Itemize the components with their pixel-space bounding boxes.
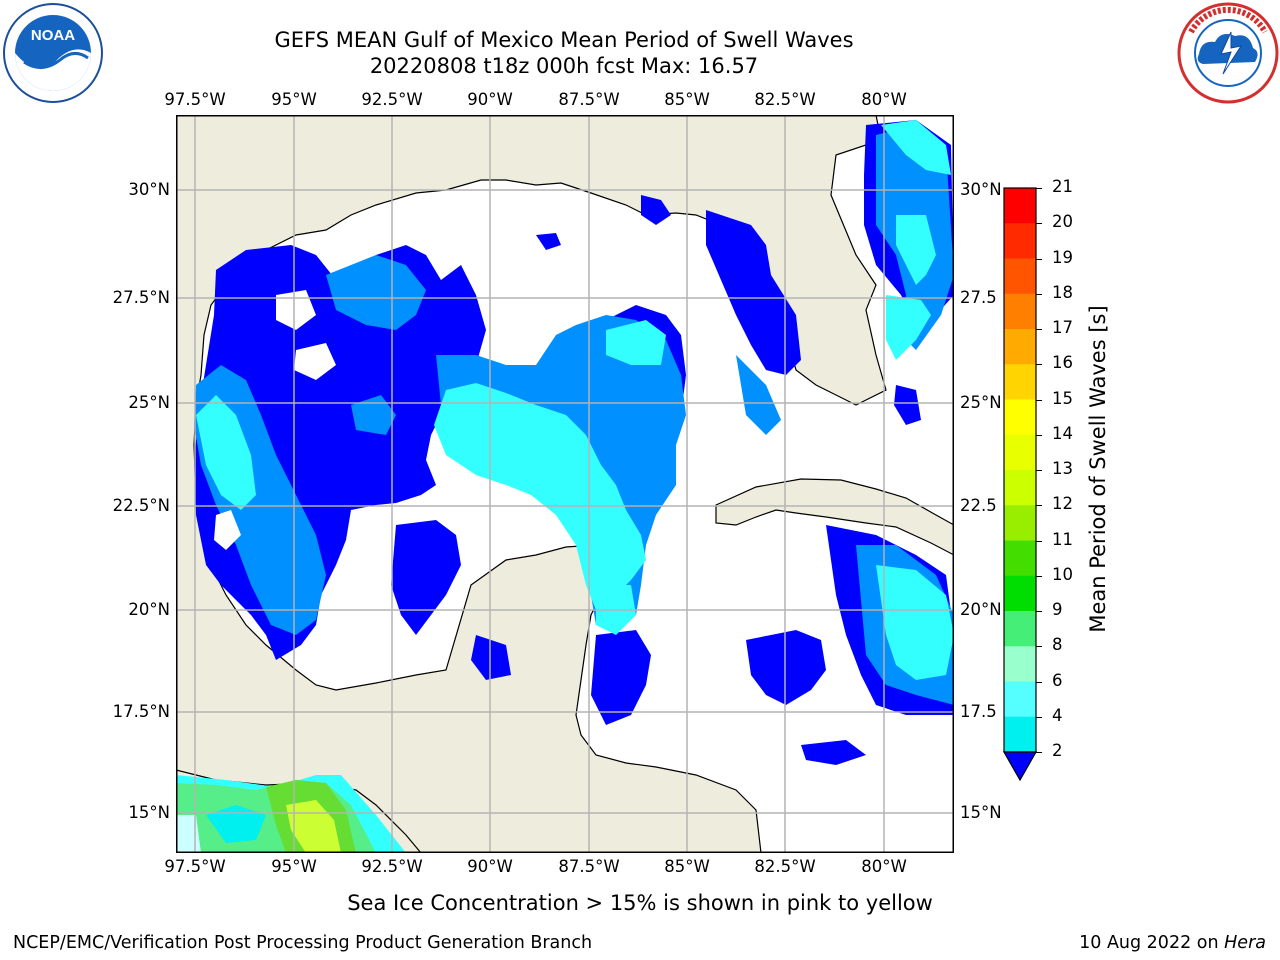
colorbar-tick-label: 20 (1052, 212, 1073, 232)
noaa-logo: NOAA (3, 3, 103, 103)
colorbar-segment (1004, 540, 1036, 577)
colorbar-tick-label: 4 (1052, 705, 1063, 725)
colorbar-label: Mean Period of Swell Waves [s] (1086, 305, 1110, 633)
colorbar-segment (1004, 329, 1036, 365)
colorbar-tick-label: 16 (1052, 353, 1073, 373)
colorbar-tick-label: 6 (1052, 670, 1063, 690)
lat-label-left: 20°N (128, 600, 170, 619)
colorbar-tick-mark (1036, 258, 1042, 260)
colorbar-tick-mark (1036, 505, 1042, 507)
colorbar-segment (1004, 716, 1036, 753)
lon-label-top: 82.5°W (754, 90, 816, 109)
lat-label-left: 22.5°N (112, 496, 170, 515)
colorbar-tick-label: 12 (1052, 494, 1073, 514)
sea-ice-note: Sea Ice Concentration > 15% is shown in … (347, 891, 933, 915)
lat-label-right: 25°N (960, 393, 1002, 412)
colorbar-segment (1004, 258, 1036, 295)
colorbar-segment (1004, 293, 1036, 330)
colorbar-segment (1004, 681, 1036, 718)
lon-label-top: 87.5°W (558, 90, 620, 109)
colorbar-segment (1004, 470, 1036, 506)
lon-label-bottom: 87.5°W (558, 857, 620, 876)
colorbar-tick-mark (1036, 681, 1042, 683)
lat-label-left: 25°N (128, 393, 170, 412)
colorbar-tick-label: 14 (1052, 423, 1073, 443)
colorbar-tick-label: 21 (1052, 177, 1073, 196)
colorbar-tick-mark (1036, 364, 1042, 366)
colorbar-tick-label: 13 (1052, 459, 1073, 478)
lon-label-top: 80°W (861, 90, 907, 109)
lon-label-bottom: 82.5°W (754, 857, 816, 876)
lon-label-top: 85°W (664, 90, 710, 109)
lon-label-top: 92.5°W (361, 90, 423, 109)
lat-label-right: 22.5 (960, 496, 997, 515)
lon-label-bottom: 92.5°W (361, 857, 423, 876)
colorbar-tick-label: 9 (1052, 600, 1063, 619)
colorbar-tick-mark (1036, 293, 1042, 295)
footer-date-text: 10 Aug 2022 on (1079, 933, 1225, 953)
colorbar-tick-mark (1036, 646, 1042, 648)
lon-label-bottom: 95°W (271, 857, 317, 876)
colorbar-segment (1004, 505, 1036, 541)
lat-label-right: 30°N (960, 180, 1002, 199)
lat-label-left: 15°N (128, 803, 170, 822)
colorbar-segment (1004, 575, 1036, 612)
colorbar-tick-label: 2 (1052, 741, 1063, 760)
lon-label-bottom: 85°W (664, 857, 710, 876)
footer-date: 10 Aug 2022 on Hera (1079, 933, 1266, 953)
land-north-america (176, 115, 887, 853)
land-cuba (715, 478, 954, 556)
colorbar (1002, 187, 1038, 782)
map-grid (176, 115, 954, 853)
lon-label-top: 90°W (467, 90, 513, 109)
colorbar-segment (1004, 223, 1036, 259)
swell-field-cyan (196, 120, 954, 680)
colorbar-tick-mark (1036, 575, 1042, 577)
colorbar-segment (1004, 611, 1036, 647)
map-title-line1: GEFS MEAN Gulf of Mexico Mean Period of … (274, 28, 854, 52)
colorbar-tick-mark (1036, 434, 1042, 436)
lon-label-bottom: 80°W (861, 857, 907, 876)
colorbar-tick-label: 11 (1052, 529, 1073, 549)
lon-label-top: 95°W (271, 90, 317, 109)
colorbar-segment (1004, 646, 1036, 682)
colorbar-segment (1004, 188, 1036, 224)
nws-logo (1177, 2, 1279, 104)
map-title-line2: 20220808 t18z 000h fcst Max: 16.57 (369, 54, 759, 78)
footer-credit: NCEP/EMC/Verification Post Processing Pr… (13, 933, 593, 953)
lon-label-top: 97.5°W (164, 90, 226, 109)
colorbar-tick-mark (1036, 188, 1042, 190)
gulf-map (176, 115, 954, 853)
colorbar-tick-mark (1036, 223, 1042, 225)
lat-label-right: 20°N (960, 600, 1002, 619)
noaa-logo-text: NOAA (31, 27, 75, 44)
footer-host: Hera (1224, 933, 1266, 953)
colorbar-tick-mark (1036, 470, 1042, 472)
colorbar-tick-label: 18 (1052, 282, 1073, 302)
swell-field-pacific (176, 775, 406, 853)
lon-label-bottom: 90°W (467, 857, 513, 876)
colorbar-tick-mark (1036, 716, 1042, 718)
colorbar-tick-mark (1036, 540, 1042, 542)
colorbar-tick-mark (1036, 752, 1042, 754)
colorbar-segment (1004, 364, 1036, 400)
lat-label-left: 17.5°N (112, 702, 170, 721)
colorbar-segment (1004, 434, 1036, 471)
colorbar-segment (1004, 399, 1036, 436)
colorbar-tick-label: 10 (1052, 564, 1073, 584)
lon-label-bottom: 97.5°W (164, 857, 226, 876)
colorbar-tick-label: 17 (1052, 318, 1073, 337)
colorbar-tick-mark (1036, 399, 1042, 401)
colorbar-tick-label: 19 (1052, 247, 1073, 267)
colorbar-tick-label: 15 (1052, 388, 1073, 408)
colorbar-tick-mark (1036, 329, 1042, 331)
colorbar-tick-mark (1036, 611, 1042, 613)
lat-label-right: 15°N (960, 803, 1002, 822)
lat-label-right: 27.5 (960, 288, 997, 307)
lat-label-right: 17.5 (960, 702, 997, 721)
colorbar-tick-label: 8 (1052, 635, 1063, 655)
lat-label-left: 27.5°N (112, 288, 170, 307)
lat-label-left: 30°N (128, 180, 170, 199)
